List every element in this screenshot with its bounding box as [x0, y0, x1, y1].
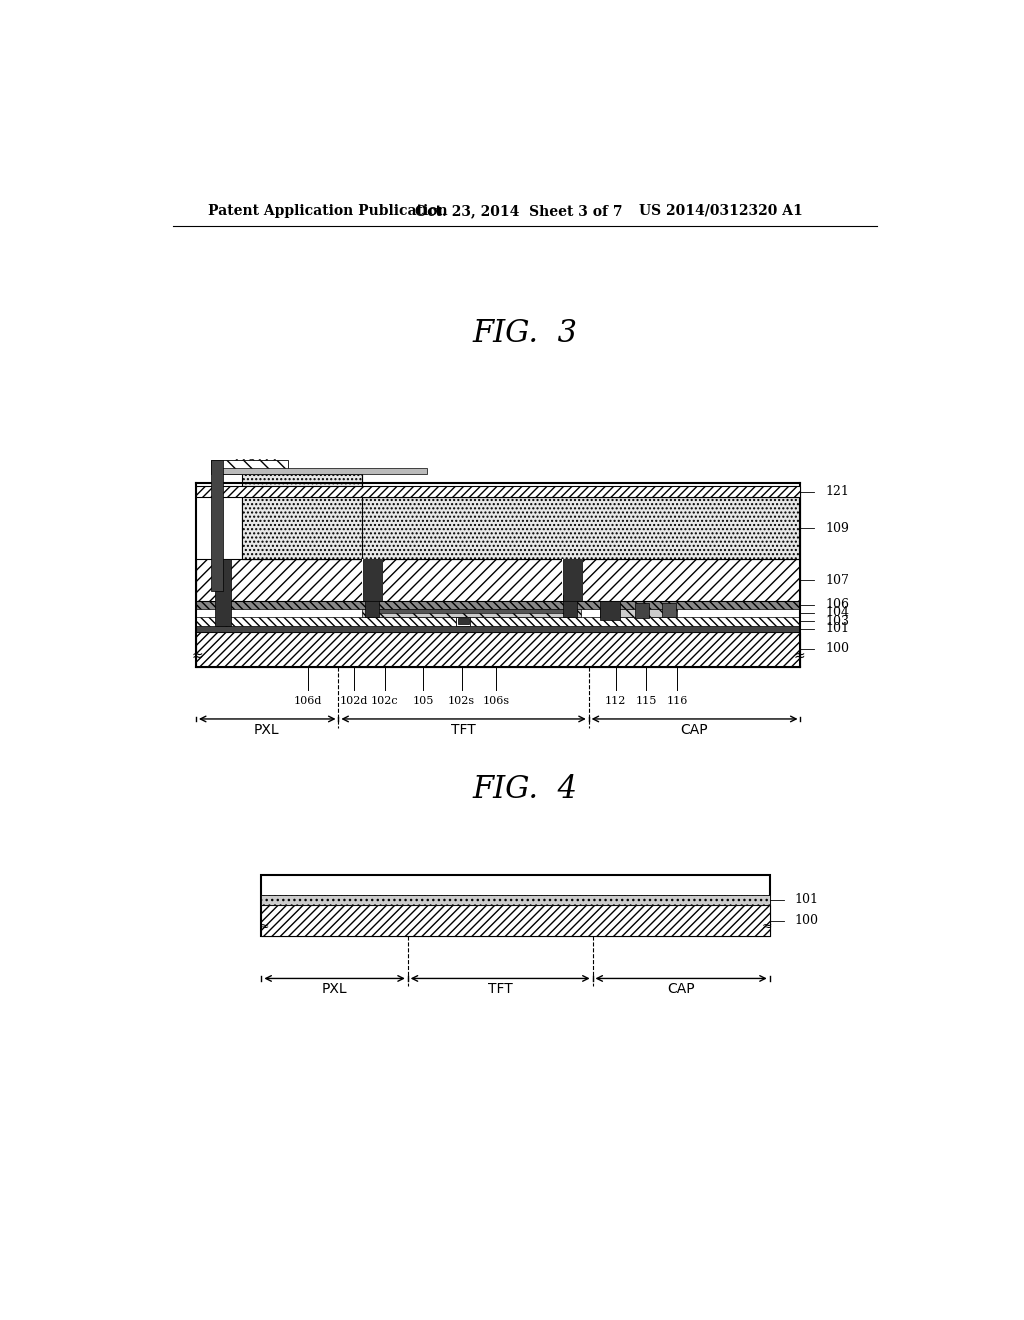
Text: 115: 115: [636, 696, 657, 706]
Bar: [261, 906, 770, 936]
Bar: [196, 483, 801, 667]
Text: PXL: PXL: [322, 982, 347, 997]
Text: ≈: ≈: [191, 648, 204, 663]
Text: CAP: CAP: [680, 723, 708, 737]
Bar: [361, 558, 383, 601]
Bar: [196, 558, 801, 601]
Text: CAP: CAP: [668, 982, 695, 997]
Text: 106d: 106d: [294, 696, 322, 706]
Text: TFT: TFT: [451, 723, 475, 737]
Text: FIG.  4: FIG. 4: [472, 775, 578, 805]
Text: 105: 105: [413, 696, 434, 706]
Bar: [600, 601, 620, 620]
Text: 102d: 102d: [340, 696, 368, 706]
Text: 109: 109: [825, 521, 849, 535]
Text: 116: 116: [667, 696, 688, 706]
Bar: [361, 609, 581, 616]
Text: 106s: 106s: [482, 696, 510, 706]
Bar: [635, 603, 649, 618]
Bar: [211, 461, 223, 591]
Bar: [211, 461, 289, 474]
Bar: [215, 558, 230, 626]
Bar: [196, 601, 801, 609]
Bar: [215, 469, 427, 474]
Text: 112: 112: [605, 696, 627, 706]
Text: 104: 104: [825, 606, 849, 619]
Bar: [457, 616, 470, 626]
Bar: [562, 558, 584, 601]
Text: 106: 106: [825, 598, 849, 611]
Text: ≈: ≈: [258, 920, 269, 933]
Bar: [196, 626, 801, 632]
Bar: [379, 609, 563, 612]
Text: Patent Application Publication: Patent Application Publication: [208, 203, 447, 218]
Bar: [243, 474, 361, 558]
Bar: [600, 609, 677, 616]
Text: 107: 107: [825, 574, 849, 587]
Text: 102s: 102s: [449, 696, 475, 706]
Text: 101: 101: [825, 622, 849, 635]
Text: 101: 101: [795, 894, 818, 907]
Bar: [196, 616, 801, 626]
Bar: [563, 558, 582, 601]
Bar: [662, 603, 676, 616]
Bar: [563, 595, 578, 616]
Text: 103: 103: [825, 615, 849, 628]
Bar: [243, 498, 801, 558]
Text: 121: 121: [825, 486, 849, 499]
Text: 100: 100: [795, 915, 818, 927]
Bar: [364, 558, 382, 601]
Text: 113: 113: [232, 459, 257, 473]
Text: 100: 100: [825, 643, 849, 656]
Bar: [261, 895, 770, 906]
Bar: [196, 487, 801, 498]
Text: Oct. 23, 2014  Sheet 3 of 7: Oct. 23, 2014 Sheet 3 of 7: [416, 203, 623, 218]
Text: PXL: PXL: [254, 723, 280, 737]
Bar: [458, 618, 469, 624]
Text: ≈: ≈: [762, 920, 772, 933]
Text: ≈: ≈: [794, 648, 805, 663]
Text: US 2014/0312320 A1: US 2014/0312320 A1: [639, 203, 803, 218]
Bar: [196, 632, 801, 667]
Text: 111: 111: [256, 459, 280, 473]
Text: FIG.  3: FIG. 3: [472, 318, 578, 350]
Text: 102c: 102c: [371, 696, 398, 706]
Bar: [366, 595, 379, 616]
Bar: [261, 874, 770, 936]
Text: TFT: TFT: [487, 982, 513, 997]
